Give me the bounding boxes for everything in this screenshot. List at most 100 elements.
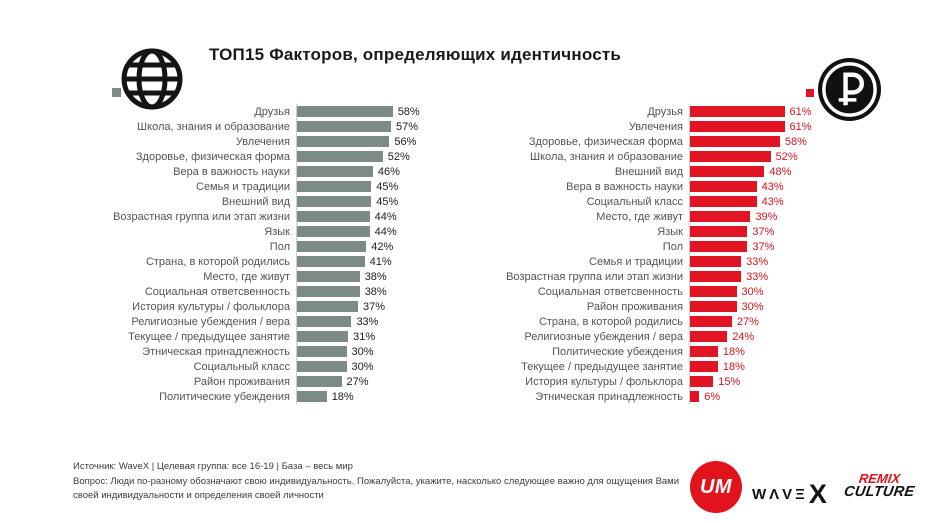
bar-row: Район проживания 30% (475, 299, 855, 314)
bar (690, 226, 748, 237)
value-label: 37% (752, 225, 775, 238)
bar-row: Страна, в которой родились 41% (104, 254, 474, 269)
bar (297, 376, 342, 387)
bar-row: Социальная ответсвенность 30% (475, 284, 855, 299)
value-label: 37% (363, 300, 386, 313)
value-label: 52% (387, 150, 410, 163)
category-label: Друзья (254, 105, 290, 118)
category-label: Текущее / предыдущее занятие (128, 330, 290, 343)
category-label: Вера в важность науки (566, 180, 683, 193)
bar-row: Внешний вид 48% (475, 164, 855, 179)
bar-row: Место, где живут 38% (104, 269, 474, 284)
bar (690, 316, 732, 327)
bar-row: Этническая принадлежность 30% (104, 344, 474, 359)
bar (690, 211, 751, 222)
category-label: Этническая принадлежность (535, 390, 683, 403)
bar (690, 376, 714, 387)
value-label: 30% (351, 345, 374, 358)
question-line: Вопрос: Люди по-разному обозначают свою … (73, 475, 680, 502)
value-label: 44% (374, 210, 397, 223)
category-label: Место, где живут (596, 210, 683, 223)
bar-row: Вера в важность науки 46% (104, 164, 474, 179)
bar (690, 241, 748, 252)
value-label: 42% (371, 240, 394, 253)
value-label: 58% (784, 135, 807, 148)
category-label: Религиозные убеждения / вера (131, 315, 290, 328)
value-label: 43% (761, 180, 784, 193)
category-label: Внешний вид (614, 165, 683, 178)
bar (690, 301, 737, 312)
bar (690, 286, 737, 297)
globe-icon (120, 46, 184, 112)
bar (690, 121, 785, 132)
category-label: Район проживания (586, 300, 683, 313)
bar (297, 346, 347, 357)
bar (690, 181, 757, 192)
bar (297, 331, 349, 342)
bar (690, 346, 718, 357)
category-label: Страна, в которой родились (538, 315, 683, 328)
bar-row: Внешний вид 45% (104, 194, 474, 209)
category-label: История культуры / фольклора (132, 300, 290, 313)
bar (297, 121, 392, 132)
value-label: 24% (732, 330, 755, 343)
value-label: 33% (746, 270, 769, 283)
bar (690, 106, 785, 117)
value-label: 43% (761, 195, 784, 208)
bar-row: Возрастная группа или этап жизни 44% (104, 209, 474, 224)
value-label: 39% (755, 210, 778, 223)
category-label: Социальный класс (193, 360, 290, 373)
bar-row: Страна, в которой родились 27% (475, 314, 855, 329)
wavex-logo: WΛVΞ X (752, 481, 827, 508)
category-label: Семья и традиции (196, 180, 290, 193)
bar (297, 136, 390, 147)
category-label: Семья и традиции (589, 255, 683, 268)
red-square-marker (806, 89, 814, 97)
bar-row: Социальный класс 43% (475, 194, 855, 209)
bar-row: Религиозные убеждения / вера 33% (104, 314, 474, 329)
bar (690, 256, 742, 267)
category-label: Пол (662, 240, 683, 253)
category-label: Политические убеждения (552, 345, 683, 358)
value-label: 44% (374, 225, 397, 238)
bar (297, 151, 383, 162)
bar-row: Пол 42% (104, 239, 474, 254)
value-label: 56% (394, 135, 417, 148)
category-label: Социальный класс (586, 195, 683, 208)
category-label: Здоровье, физическая форма (135, 150, 290, 163)
category-label: История культуры / фольклора (525, 375, 683, 388)
value-label: 58% (397, 105, 420, 118)
value-label: 15% (718, 375, 741, 388)
value-label: 33% (356, 315, 379, 328)
bar-row: Этническая принадлежность 6% (475, 389, 855, 404)
value-label: 46% (377, 165, 400, 178)
value-label: 30% (741, 300, 764, 313)
bar-row: Школа, знания и образование 52% (475, 149, 855, 164)
value-label: 30% (351, 360, 374, 373)
value-label: 45% (376, 180, 399, 193)
bar-row: Место, где живут 39% (475, 209, 855, 224)
bar (297, 316, 352, 327)
value-label: 27% (346, 375, 369, 388)
value-label: 18% (722, 360, 745, 373)
category-label: Увлечения (235, 135, 290, 148)
bar (297, 196, 372, 207)
bar-row: Вера в важность науки 43% (475, 179, 855, 194)
value-label: 41% (369, 255, 392, 268)
bar-row: Друзья 58% (104, 104, 474, 119)
value-label: 61% (789, 120, 812, 133)
category-label: Школа, знания и образование (530, 150, 683, 163)
gray-square-marker (112, 88, 121, 97)
bar-row: Религиозные убеждения / вера 24% (475, 329, 855, 344)
footer-notes: Источник: WaveX | Целевая группа: все 16… (73, 460, 685, 504)
value-label: 61% (789, 105, 812, 118)
category-label: Место, где живут (203, 270, 290, 283)
value-label: 6% (704, 390, 721, 403)
world-bar-chart: Друзья 58% Школа, знания и образование 57% У… (104, 104, 474, 404)
bar (690, 391, 700, 402)
bar-row: Друзья 61% (475, 104, 855, 119)
bar (690, 331, 728, 342)
remix-culture-logo: REMIX CULTURE (843, 471, 917, 500)
bar-row: Район проживания 27% (104, 374, 474, 389)
